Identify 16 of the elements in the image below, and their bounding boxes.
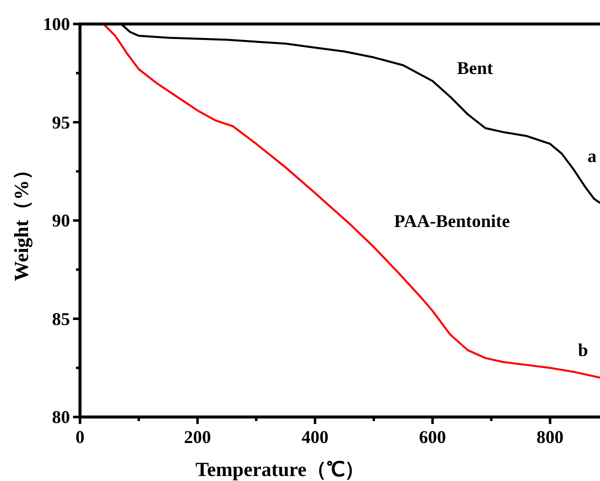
y-tick-label: 80 <box>52 407 70 427</box>
x-axis-title: Temperature（℃） <box>195 459 365 481</box>
annotation: a <box>588 146 596 166</box>
annotation: PAA-Bentonite <box>394 211 510 231</box>
x-tick-label: 200 <box>184 427 212 447</box>
y-tick-label: 90 <box>52 210 70 230</box>
annotation: b <box>578 340 588 360</box>
y-axis-title: Weight（%） <box>11 160 33 282</box>
y-tick-label: 100 <box>43 14 70 34</box>
x-tick-label: 0 <box>76 427 84 447</box>
y-tick-label: 85 <box>52 308 70 329</box>
x-tick-label: 600 <box>419 427 446 447</box>
x-tick-label: 800 <box>536 427 564 447</box>
y-tick-label: 95 <box>52 112 70 132</box>
annotation: Bent <box>457 58 494 78</box>
x-tick-label: 400 <box>302 427 329 447</box>
